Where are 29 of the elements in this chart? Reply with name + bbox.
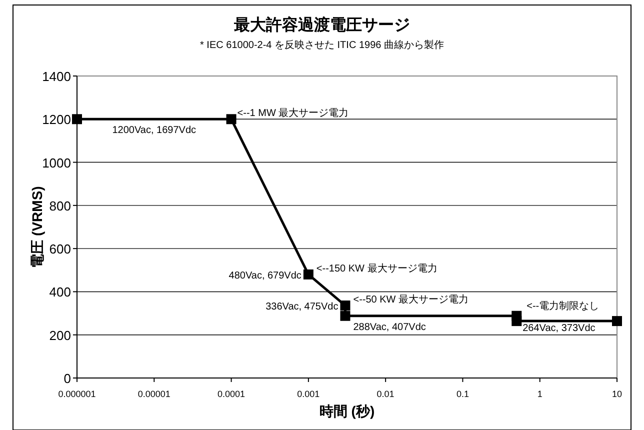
annotation: 288Vac, 407Vdc: [353, 322, 426, 333]
x-axis-title: 時間 (秒): [319, 403, 375, 419]
annotation: <--1 MW 最大サージ電力: [237, 107, 349, 120]
y-tick-label: 600: [49, 242, 71, 257]
y-axis-title: 電圧 (VRMS): [29, 186, 45, 268]
chart-title: 最大許容過渡電圧サージ: [233, 15, 410, 34]
y-tick-label: 400: [49, 284, 71, 300]
y-tick-label: 800: [49, 198, 71, 214]
x-tick-label: 0.0001: [218, 389, 246, 399]
annotation: <--50 KW 最大サージ電力: [353, 294, 469, 306]
x-tick-label: 0.000001: [58, 389, 96, 399]
x-tick-label: 10: [612, 389, 622, 399]
x-tick-label: 0.01: [376, 389, 394, 399]
y-tick-label: 1400: [42, 69, 71, 84]
x-tick-label: 1: [537, 389, 542, 399]
annotation: 264Vac, 373Vdc: [522, 323, 596, 334]
y-tick-label: 200: [49, 328, 71, 343]
y-tick-label: 1000: [42, 155, 71, 170]
annotation: 480Vac, 679Vdc: [228, 270, 302, 282]
annotation: 1200Vac, 1697Vdc: [112, 125, 196, 136]
annotation: <--150 KW 最大サージ電力: [316, 262, 438, 274]
annotation: 336Vac, 475Vdc: [266, 302, 338, 313]
y-tick-label: 1200: [42, 112, 71, 128]
x-tick-label: 0.001: [297, 389, 320, 399]
y-tick-label: 0: [64, 371, 71, 386]
chart-subtitle: * IEC 61000-2-4 を反映させた ITIC 1996 曲線から製作: [200, 39, 444, 51]
x-tick-label: 0.00001: [138, 389, 170, 399]
annotation: <--電力制限なし: [526, 300, 600, 312]
x-tick-label: 0.1: [456, 389, 469, 399]
